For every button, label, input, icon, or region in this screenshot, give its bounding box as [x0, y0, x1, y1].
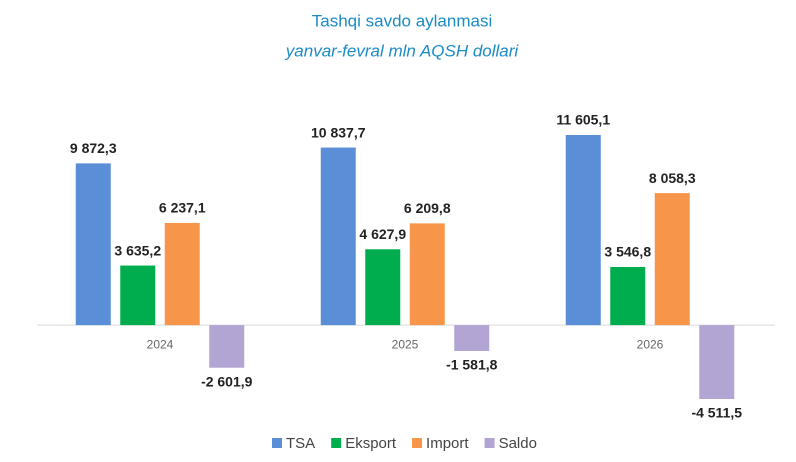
value-label: 6 237,1: [159, 200, 206, 216]
value-label: -2 601,9: [201, 373, 253, 389]
legend-swatch: [272, 438, 282, 448]
legend-label: Saldo: [499, 435, 537, 452]
value-label: 10 837,7: [311, 124, 366, 140]
legend-swatch: [412, 438, 423, 448]
value-label: 3 546,8: [604, 244, 651, 260]
bar: [565, 135, 601, 326]
bar: [610, 267, 646, 326]
bar: [120, 265, 156, 326]
chart-title: Tashqi savdo aylanmasi: [312, 11, 492, 30]
bar: [365, 249, 401, 326]
x-tick-label: 2024: [147, 337, 174, 351]
x-tick-label: 2026: [637, 337, 664, 351]
x-tick-label: 2025: [392, 337, 419, 351]
legend-label: Import: [426, 435, 469, 452]
bar: [409, 223, 445, 326]
legend-swatch: [484, 438, 495, 448]
value-label: -1 581,8: [446, 357, 498, 373]
value-label: 3 635,2: [114, 242, 161, 258]
value-label: 4 627,9: [359, 226, 406, 242]
legend-label: Eksport: [345, 435, 397, 452]
bar: [654, 193, 690, 326]
value-label: 11 605,1: [556, 112, 610, 128]
bar: [320, 147, 356, 326]
bar: [699, 325, 735, 399]
bar: [75, 163, 111, 326]
value-label: -4 511,5: [691, 405, 742, 421]
value-label: 6 209,8: [404, 200, 451, 216]
bar: [164, 222, 200, 326]
legend-label: TSA: [286, 435, 315, 452]
bar: [454, 325, 490, 352]
legend-swatch: [331, 438, 342, 448]
chart-subtitle: yanvar-fevral mln AQSH dollari: [285, 41, 520, 60]
value-label: 9 872,3: [70, 140, 117, 156]
value-label: 8 058,3: [649, 170, 696, 186]
bar: [209, 325, 245, 368]
